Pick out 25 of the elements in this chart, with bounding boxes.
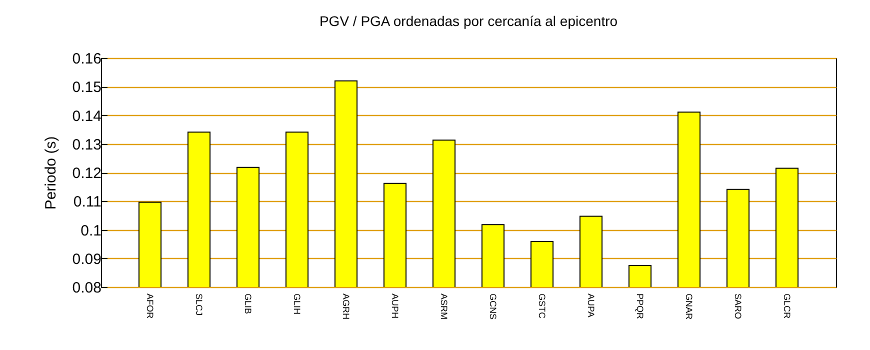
y-tick-label: 0.1 [80, 222, 102, 240]
x-tick-label: SARO [733, 294, 743, 320]
y-tick-label: 0.08 [72, 280, 102, 296]
x-tick-label: GNAR [684, 294, 694, 320]
y-tick-label: 0.16 [72, 50, 102, 68]
x-tick-label: GLCR [782, 294, 792, 320]
y-tick-label: 0.12 [72, 165, 102, 182]
y-tick-label: 0.11 [73, 194, 102, 211]
y-axis-title: Periodo (s) [42, 136, 60, 210]
x-tick-label: AUPH [390, 294, 400, 319]
x-tick-label: GLIH [292, 294, 302, 315]
chart-title: PGV / PGA ordenadas por cercanía al epicentro [319, 13, 618, 29]
x-tick-label: AUPA [586, 294, 596, 318]
x-tick-label: SLCJ [194, 294, 204, 316]
y-tick-label: 0.13 [72, 136, 102, 154]
x-tick-label: ASRM [439, 294, 449, 320]
y-tick-label: 0.14 [72, 108, 102, 125]
y-tick-label: 0.09 [72, 250, 102, 268]
y-tick-label: 0.15 [72, 79, 102, 96]
x-tick-label: GSTC [537, 294, 547, 319]
x-tick-label: GCNS [488, 294, 498, 320]
x-tick-label: PPQR [635, 294, 645, 320]
x-tick-label: GLIB [243, 294, 253, 314]
x-tick-label: AGRH [341, 294, 351, 320]
x-tick-label: AFOR [145, 294, 155, 319]
